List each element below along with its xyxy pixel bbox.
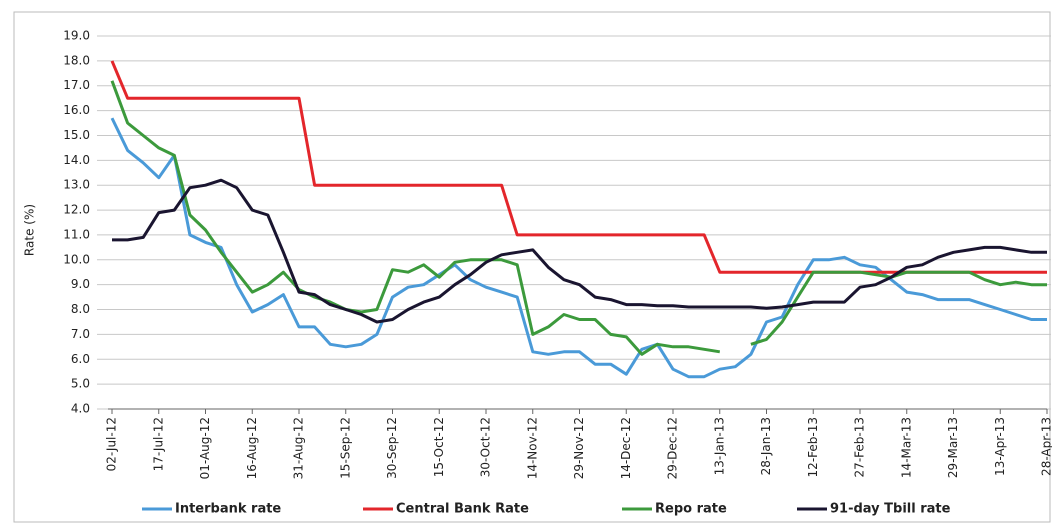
x-tick-label: 14-Mar-13 [899, 417, 913, 478]
x-tick-label: 15-Sep-12 [338, 417, 352, 479]
x-tick-label: 30-Oct-12 [479, 417, 493, 477]
y-tick-label: 11.0 [63, 227, 90, 241]
y-tick-label: 12.0 [63, 203, 90, 217]
x-tick-label: 30-Sep-12 [385, 417, 399, 479]
series-line [110, 117, 1047, 379]
x-tick-label: 14-Nov-12 [525, 417, 539, 479]
y-tick-label: 10.0 [63, 252, 90, 266]
y-tick-label: 18.0 [63, 53, 90, 67]
y-tick-label: 8.0 [71, 302, 90, 316]
x-tick-label: 29-Mar-13 [946, 417, 960, 478]
x-tick-label: 31-Aug-12 [292, 417, 306, 479]
x-tick-label: 28-Apr-13 [1040, 417, 1052, 476]
x-tick-label: 17-Jul-12 [151, 417, 165, 471]
legend-label: Repo rate [655, 502, 727, 517]
x-tick-label: 02-Jul-12 [105, 417, 119, 471]
y-tick-label: 16.0 [63, 103, 90, 117]
x-tick-label: 14-Dec-12 [619, 417, 633, 479]
legend-label: 91-day Tbill rate [830, 502, 951, 517]
x-tick-label: 15-Oct-12 [432, 417, 446, 477]
series-line [110, 80, 1047, 356]
x-tick-label: 29-Dec-12 [666, 417, 680, 479]
series-line [112, 178, 1047, 324]
x-tick-label: 13-Apr-13 [993, 417, 1007, 476]
frame [13, 11, 1051, 523]
x-tick-label: 29-Nov-12 [572, 417, 586, 479]
x-tick-label: 01-Aug-12 [198, 417, 212, 479]
y-tick-label: 9.0 [71, 277, 90, 291]
series-line [110, 60, 1047, 274]
y-tick-label: 15.0 [63, 128, 90, 142]
y-axis-label: Rate (%) [23, 204, 37, 256]
legend-label: Central Bank Rate [396, 502, 529, 517]
y-tick-label: 7.0 [71, 327, 90, 341]
y-tick-label: 5.0 [71, 377, 90, 391]
y-tick-label: 17.0 [63, 78, 90, 92]
y-tick-label: 13.0 [63, 178, 90, 192]
legend-label: Interbank rate [175, 502, 281, 517]
x-tick-label: 13-Jan-13 [712, 417, 726, 475]
y-tick-label: 6.0 [71, 352, 90, 366]
x-tick-label: 28-Jan-13 [759, 417, 773, 475]
x-tick-label: 27-Feb-13 [853, 417, 867, 477]
y-tick-label: 14.0 [63, 153, 90, 167]
x-tick-label: 16-Aug-12 [245, 417, 259, 479]
y-tick-label: 19.0 [63, 29, 90, 43]
y-tick-label: 4.0 [71, 402, 90, 416]
x-tick-label: 12-Feb-13 [806, 417, 820, 477]
